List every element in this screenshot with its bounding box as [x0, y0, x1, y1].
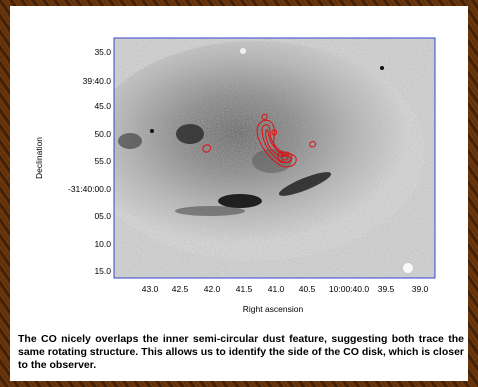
- x-tick-label: 42.5: [172, 284, 189, 294]
- y-tick-label: 05.0: [94, 211, 111, 221]
- y-tick-label: 15.0: [94, 266, 111, 276]
- y-tick-label: 45.0: [94, 101, 111, 111]
- x-axis-label: Right ascension: [243, 304, 304, 314]
- galaxy-image: [114, 38, 435, 278]
- figure-caption: The CO nicely overlaps the inner semi-ci…: [18, 333, 464, 371]
- x-tick-label: 10:00:40.0: [329, 284, 369, 294]
- x-tick-label: 42.0: [204, 284, 221, 294]
- y-tick-label: 10.0: [94, 239, 111, 249]
- y-axis: 35.0 39:40.0 45.0 50.0 55.0 -31:40:00.0 …: [34, 47, 111, 276]
- x-tick-label: 41.5: [236, 284, 253, 294]
- x-tick-label: 41.0: [268, 284, 285, 294]
- co-contours: [202, 113, 316, 168]
- x-axis: 43.0 42.5 42.0 41.5 41.0 40.5 10:00:40.0…: [142, 284, 429, 314]
- y-axis-label: Declination: [34, 137, 44, 179]
- figure: 35.0 39:40.0 45.0 50.0 55.0 -31:40:00.0 …: [10, 6, 468, 331]
- y-tick-label: 55.0: [94, 156, 111, 166]
- x-tick-label: 39.5: [378, 284, 395, 294]
- slide-panel: 35.0 39:40.0 45.0 50.0 55.0 -31:40:00.0 …: [10, 6, 468, 381]
- x-tick-label: 43.0: [142, 284, 159, 294]
- y-tick-label: 39:40.0: [83, 76, 112, 86]
- x-tick-label: 39.0: [412, 284, 429, 294]
- y-tick-label: 35.0: [94, 47, 111, 57]
- y-tick-label: -31:40:00.0: [68, 184, 111, 194]
- plot-frame: [113, 37, 436, 279]
- y-tick-label: 50.0: [94, 129, 111, 139]
- x-tick-label: 40.5: [299, 284, 316, 294]
